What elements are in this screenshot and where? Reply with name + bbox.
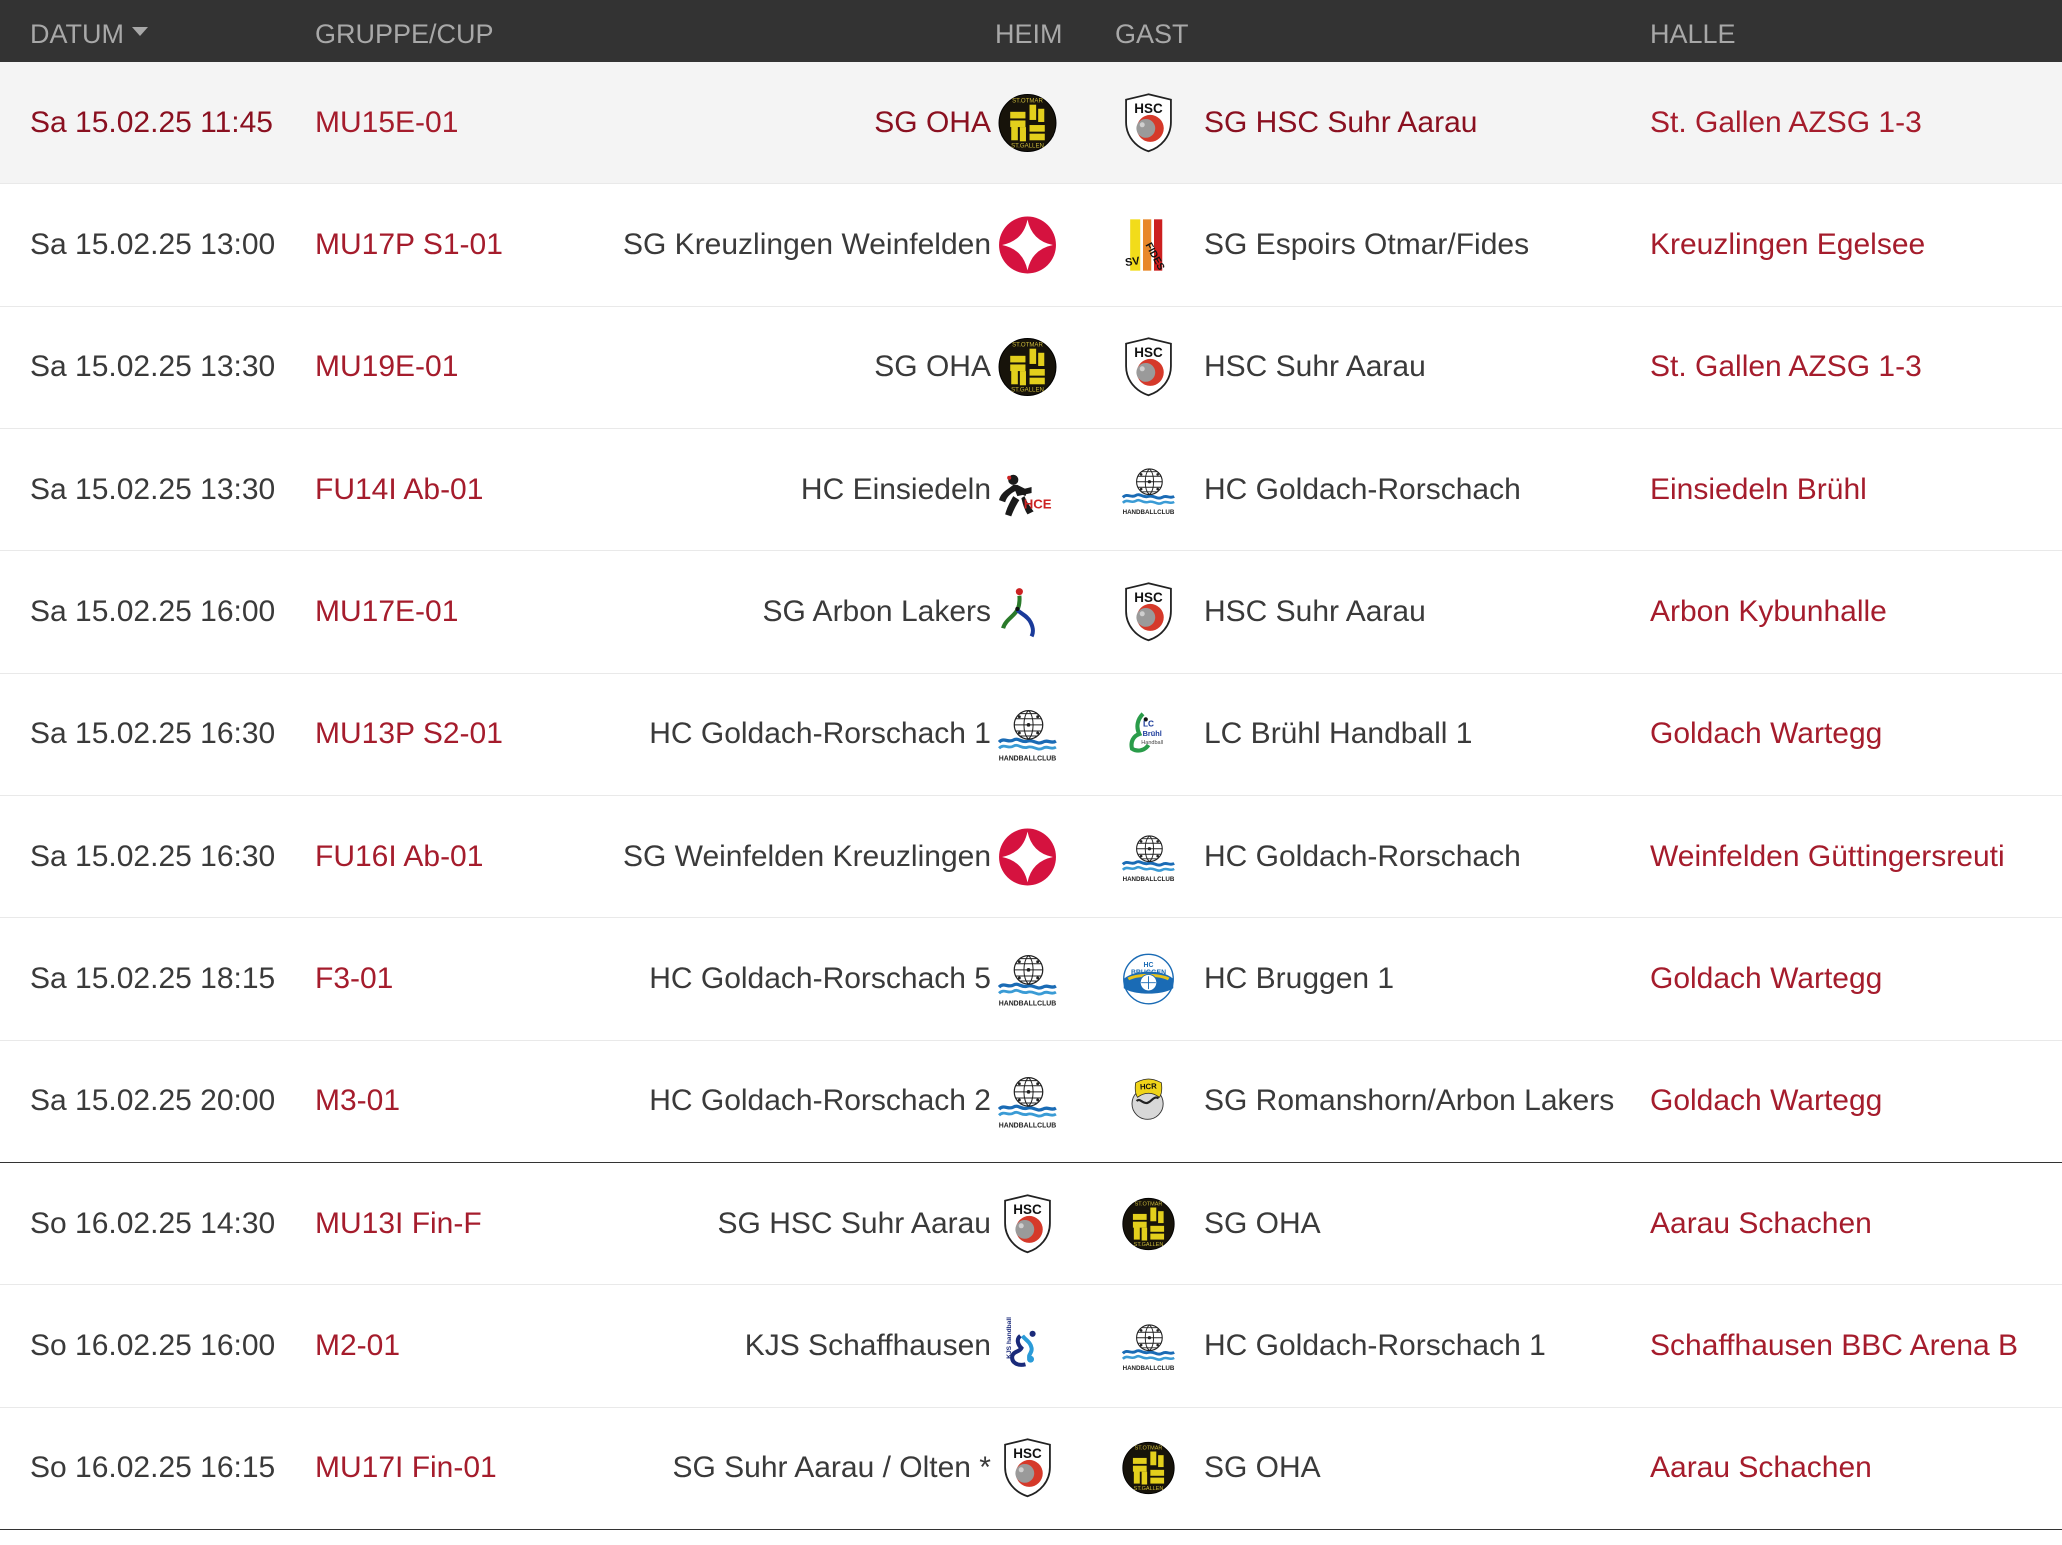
svg-text:HANDBALLCLUB: HANDBALLCLUB bbox=[1123, 875, 1175, 882]
svg-text:HSC: HSC bbox=[1013, 1446, 1042, 1461]
svg-text:SV: SV bbox=[1124, 255, 1141, 269]
svg-text:HSC: HSC bbox=[1134, 345, 1163, 360]
svg-text:HANDBALLCLUB: HANDBALLCLUB bbox=[999, 756, 1057, 763]
svg-text:HANDBALLCLUB: HANDBALLCLUB bbox=[999, 1000, 1057, 1007]
svg-text:HC: HC bbox=[1144, 962, 1154, 969]
svg-text:HSC: HSC bbox=[1013, 1202, 1042, 1217]
svg-text:HANDBALLCLUB: HANDBALLCLUB bbox=[999, 1123, 1057, 1130]
svg-text:HCE: HCE bbox=[1024, 496, 1052, 511]
svg-text:ST.OTMAR: ST.OTMAR bbox=[1135, 1201, 1163, 1207]
svg-text:Handball: Handball bbox=[1141, 740, 1163, 746]
svg-text:ST.GALLEN: ST.GALLEN bbox=[1134, 1242, 1164, 1248]
svg-text:Brühl: Brühl bbox=[1143, 729, 1162, 738]
svg-text:ST.OTMAR: ST.OTMAR bbox=[1012, 97, 1043, 104]
svg-text:HSC: HSC bbox=[1134, 590, 1163, 605]
svg-text:ST.OTMAR: ST.OTMAR bbox=[1012, 342, 1043, 349]
svg-text:ST.OTMAR: ST.OTMAR bbox=[1135, 1446, 1163, 1452]
svg-text:HANDBALLCLUB: HANDBALLCLUB bbox=[1123, 508, 1175, 515]
svg-text:ST.GALLEN: ST.GALLEN bbox=[1134, 1486, 1164, 1492]
svg-text:HSC: HSC bbox=[1134, 101, 1163, 116]
svg-text:HCR: HCR bbox=[1140, 1082, 1158, 1092]
svg-text:ST.GALLEN: ST.GALLEN bbox=[1011, 142, 1044, 149]
svg-text:HANDBALLCLUB: HANDBALLCLUB bbox=[1123, 1365, 1175, 1372]
svg-text:LC: LC bbox=[1143, 720, 1154, 729]
svg-text:ST.GALLEN: ST.GALLEN bbox=[1011, 387, 1044, 394]
